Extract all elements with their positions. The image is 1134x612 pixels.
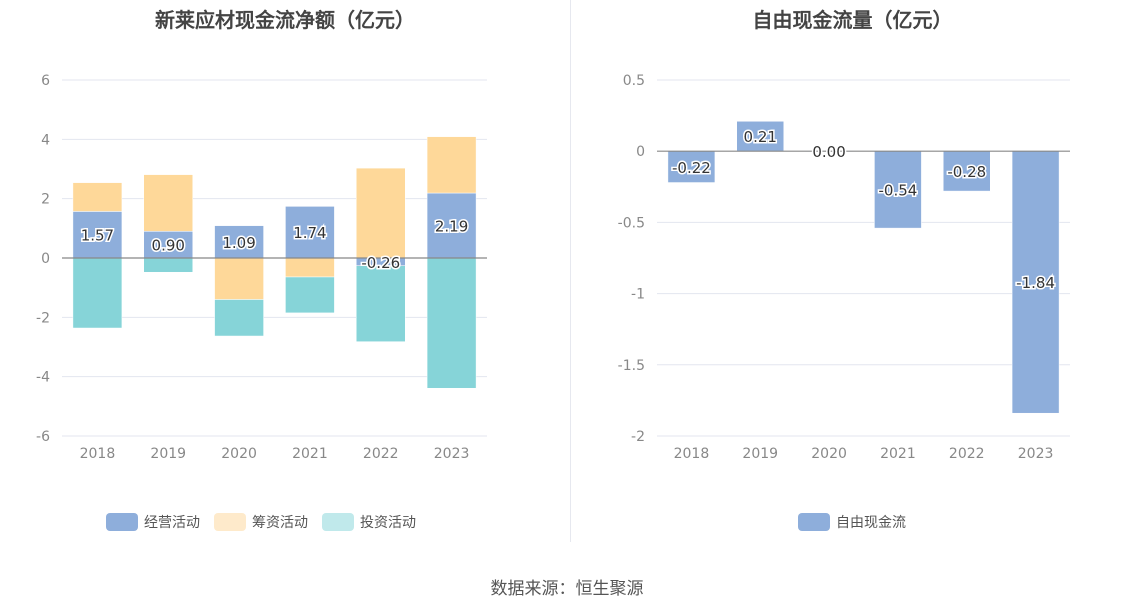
- y-tick-label: -6: [36, 429, 50, 445]
- legend-label: 投资活动: [360, 515, 416, 531]
- bar-投资活动-2019: [143, 257, 193, 273]
- divider: [570, 0, 571, 542]
- data-label: -1.84: [1016, 274, 1055, 292]
- y-tick-label: -4: [36, 370, 50, 386]
- y-tick-label: -1: [631, 287, 645, 303]
- data-label: 1.57: [81, 227, 114, 245]
- bar-筹资活动-2019: [143, 174, 193, 232]
- x-tick-label: 2023: [434, 446, 470, 462]
- left-legend: 经营活动 筹资活动 投资活动: [106, 512, 416, 532]
- bar-投资活动-2021: [285, 276, 335, 314]
- y-tick-label: -0.5: [618, 215, 645, 231]
- bar-筹资活动-2021: [285, 257, 335, 278]
- bar-投资活动-2018: [72, 257, 123, 329]
- data-source: 数据来源：恒生聚源: [490, 579, 644, 599]
- bar-经营活动-2020: [214, 225, 264, 259]
- legend-swatch: [798, 513, 830, 531]
- x-tick-label: 2022: [363, 446, 399, 462]
- x-tick-label: 2019: [742, 446, 778, 462]
- bar-筹资活动-2018: [72, 182, 123, 212]
- legend-swatch: [214, 513, 246, 531]
- x-tick-label: 2018: [80, 446, 116, 462]
- data-label: 2.19: [435, 218, 468, 236]
- bar-经营活动-2023: [426, 192, 477, 259]
- y-tick-label: 0.5: [623, 73, 645, 89]
- data-label: 0.00: [812, 143, 845, 161]
- data-label: -0.26: [361, 254, 400, 272]
- bar-经营活动-2021: [285, 206, 335, 259]
- x-tick-label: 2022: [949, 446, 985, 462]
- y-tick-label: -2: [36, 310, 50, 326]
- legend-label: 自由现金流: [836, 515, 906, 531]
- x-tick-label: 2021: [292, 446, 328, 462]
- legend-label: 经营活动: [144, 515, 200, 531]
- bar-经营活动-2018: [72, 211, 123, 259]
- right-chart-title: 自由现金流量（亿元）: [752, 8, 953, 32]
- y-tick-label: 2: [41, 192, 50, 208]
- bar-自由现金流-2021: [874, 150, 922, 229]
- y-tick-label: 0: [636, 144, 645, 160]
- bar-筹资活动-2020: [214, 257, 264, 300]
- data-label: 1.09: [222, 234, 255, 252]
- bar-经营活动-2019: [143, 231, 193, 259]
- x-tick-label: 2023: [1018, 446, 1054, 462]
- bar-投资活动-2023: [426, 257, 477, 389]
- data-label: -0.22: [672, 159, 711, 177]
- bar-自由现金流-2019: [736, 121, 784, 152]
- bar-投资活动-2022: [356, 265, 406, 342]
- y-tick-label: 4: [41, 132, 50, 148]
- legend-label: 筹资活动: [252, 515, 308, 531]
- data-label: -0.28: [947, 163, 986, 181]
- data-label: 0.90: [152, 237, 185, 255]
- right-legend: 自由现金流: [798, 512, 906, 532]
- y-tick-label: -1.5: [618, 358, 645, 374]
- legend-item[interactable]: 筹资活动: [214, 512, 308, 532]
- x-tick-label: 2019: [150, 446, 186, 462]
- bar-筹资活动-2023: [426, 136, 477, 194]
- bar-自由现金流-2018: [667, 150, 716, 183]
- data-label: 0.21: [744, 128, 777, 146]
- bar-投资活动-2020: [214, 299, 264, 337]
- legend-swatch: [322, 513, 354, 531]
- legend-item[interactable]: 自由现金流: [798, 512, 906, 532]
- x-tick-label: 2020: [221, 446, 257, 462]
- bar-筹资活动-2022: [356, 167, 406, 259]
- x-tick-label: 2021: [880, 446, 916, 462]
- legend-item[interactable]: 经营活动: [106, 512, 200, 532]
- data-label: 1.74: [293, 224, 326, 242]
- x-tick-label: 2020: [811, 446, 847, 462]
- bar-自由现金流-2023: [1011, 150, 1060, 414]
- y-tick-label: -2: [631, 429, 645, 445]
- x-tick-label: 2018: [674, 446, 710, 462]
- legend-swatch: [106, 513, 138, 531]
- y-tick-label: 0: [41, 251, 50, 267]
- data-label: -0.54: [879, 182, 918, 200]
- left-chart-title: 新莱应材现金流净额（亿元）: [155, 8, 415, 32]
- legend-item[interactable]: 投资活动: [322, 512, 416, 532]
- y-tick-label: 6: [41, 73, 50, 89]
